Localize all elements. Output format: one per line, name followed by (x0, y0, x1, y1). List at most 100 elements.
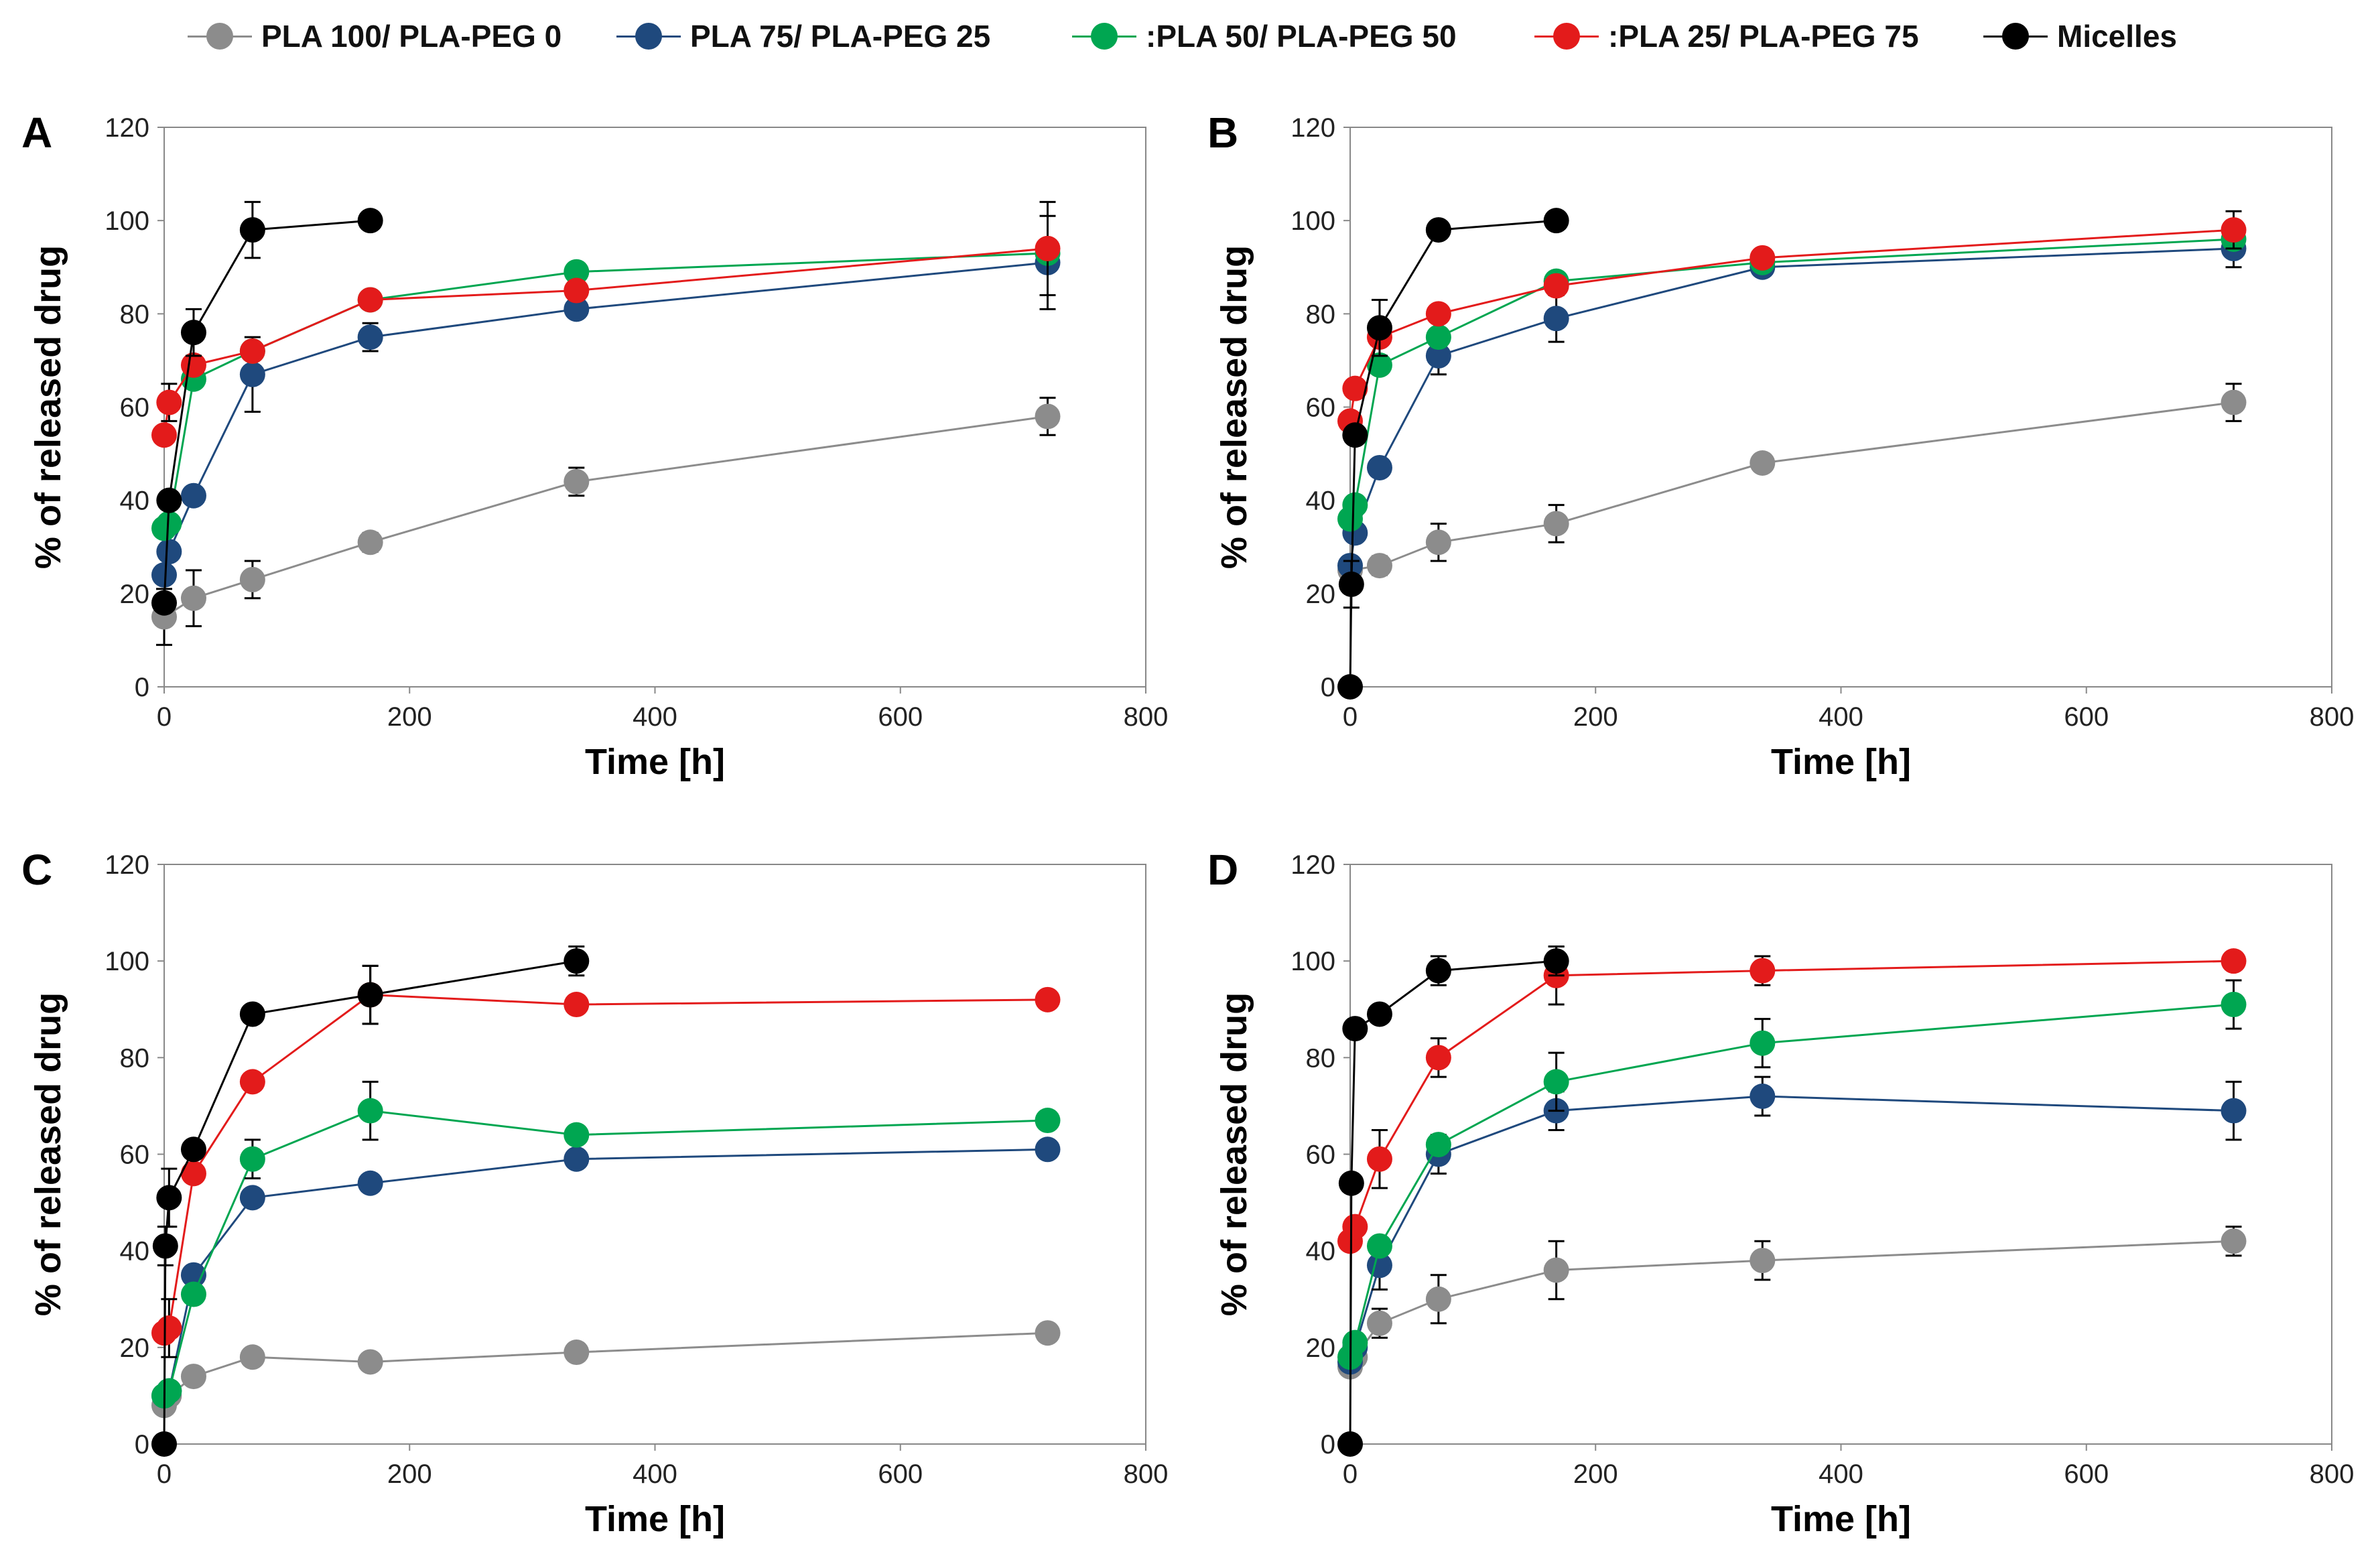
legend-label: :PLA 25/ PLA-PEG 75 (1608, 19, 1919, 54)
data-point (1035, 403, 1061, 430)
data-point (2221, 1228, 2247, 1254)
x-tick-label: 400 (1819, 702, 1863, 732)
data-point (2221, 217, 2247, 243)
y-tick-label: 60 (1306, 1140, 1336, 1170)
y-tick-label: 80 (1306, 1043, 1336, 1073)
data-point (1035, 235, 1061, 261)
data-point (1035, 1108, 1061, 1134)
x-tick-label: 400 (1819, 1459, 1863, 1489)
y-axis-title: % of released drug (28, 245, 68, 569)
data-point (156, 1378, 182, 1404)
series-line (1349, 960, 1557, 1445)
y-tick-label: 120 (1291, 850, 1335, 880)
data-point (1750, 1248, 1776, 1274)
data-point (357, 1098, 383, 1124)
legend-marker-icon (1983, 23, 2048, 50)
legend-label: PLA 75/ PLA-PEG 25 (690, 19, 991, 54)
data-point (1750, 1030, 1776, 1056)
data-point (564, 1122, 590, 1148)
y-tick-label: 40 (120, 486, 150, 516)
data-point (564, 277, 590, 304)
x-tick-label: 600 (2064, 1459, 2109, 1489)
data-point (564, 1146, 590, 1172)
legend-marker-icon (616, 23, 681, 50)
data-point (1337, 674, 1363, 700)
data-point (2221, 948, 2247, 974)
x-axis-title: Time [h] (1771, 742, 1911, 782)
data-point (1342, 375, 1368, 401)
y-tick-label: 100 (105, 206, 149, 236)
data-point (357, 1170, 383, 1196)
data-point (1543, 273, 1569, 299)
data-point (1035, 1320, 1061, 1346)
plot-area (1349, 864, 2332, 1445)
data-point (564, 468, 590, 495)
chart-panel-d: D 0 20 40 60 80 100 120 0 200 400 600 800 Time [h] % o… (1207, 846, 2354, 1539)
data-point (564, 948, 590, 974)
data-point (1543, 511, 1569, 537)
plot-area (163, 864, 1146, 1445)
legend-marker-icon (1072, 23, 1136, 50)
x-axis-title: Time [h] (585, 742, 725, 782)
data-point (1366, 1001, 1392, 1027)
data-point (1425, 958, 1451, 984)
data-point (357, 1349, 383, 1375)
y-tick-label: 0 (135, 673, 149, 702)
y-tick-label: 100 (105, 947, 149, 976)
legend-marker-icon (1534, 23, 1599, 50)
data-point (156, 1315, 182, 1341)
data-point (1543, 948, 1569, 974)
chart-panel-b: B 0 20 40 60 80 100 120 0 200 400 600 800 Time [h] % o… (1207, 109, 2354, 782)
data-point (357, 324, 383, 350)
y-tick-label: 80 (120, 1043, 150, 1073)
chart-panel-a: A 0 20 40 60 80 100 120 0 200 400 600 800 Time [h] % o… (21, 109, 1169, 782)
x-tick-label: 200 (1573, 1459, 1618, 1489)
data-point (239, 361, 265, 387)
data-point (1035, 1136, 1061, 1163)
x-tick-label: 400 (633, 1459, 677, 1489)
data-point (239, 217, 265, 243)
x-axis-title: Time [h] (585, 1499, 725, 1539)
data-point (1366, 1233, 1392, 1259)
data-point (1543, 1069, 1569, 1095)
chart-legend: PLA 100/ PLA-PEG 0 PLA 75/ PLA-PEG 25:PLA… (0, 0, 2376, 74)
y-tick-label: 100 (1291, 947, 1335, 976)
data-point (1337, 1431, 1363, 1457)
data-point (180, 1136, 206, 1163)
x-tick-label: 800 (1124, 1459, 1169, 1489)
y-tick-label: 80 (120, 300, 150, 329)
chart-panel-c: C 0 20 40 60 80 100 120 0 200 400 600 800 Time [h] % o… (21, 846, 1169, 1539)
y-tick-label: 120 (105, 113, 149, 143)
data-point (1342, 422, 1368, 448)
data-point (1425, 301, 1451, 327)
data-point (1366, 315, 1392, 341)
data-point (180, 1281, 206, 1307)
x-tick-label: 800 (1124, 702, 1169, 732)
plot-area (163, 127, 1146, 688)
data-point (1543, 306, 1569, 332)
legend-marker-icon (188, 23, 252, 50)
data-point (1342, 492, 1368, 518)
data-point (1035, 986, 1061, 1012)
data-point (156, 389, 182, 415)
data-point (2221, 1098, 2247, 1124)
x-tick-label: 600 (878, 702, 923, 732)
data-point (239, 566, 265, 592)
data-point (1366, 1310, 1392, 1336)
data-point (239, 1344, 265, 1370)
data-point (564, 1340, 590, 1366)
y-tick-label: 100 (1291, 206, 1335, 236)
data-point (156, 539, 182, 565)
data-point (1425, 529, 1451, 556)
data-point (357, 529, 383, 556)
data-point (1425, 217, 1451, 243)
x-tick-label: 200 (387, 1459, 432, 1489)
data-point (1750, 245, 1776, 271)
y-tick-label: 0 (135, 1430, 149, 1459)
data-point (180, 482, 206, 509)
data-point (239, 1185, 265, 1211)
data-point (156, 511, 182, 537)
data-point (239, 338, 265, 364)
data-point (151, 590, 177, 616)
x-tick-label: 0 (157, 702, 172, 732)
